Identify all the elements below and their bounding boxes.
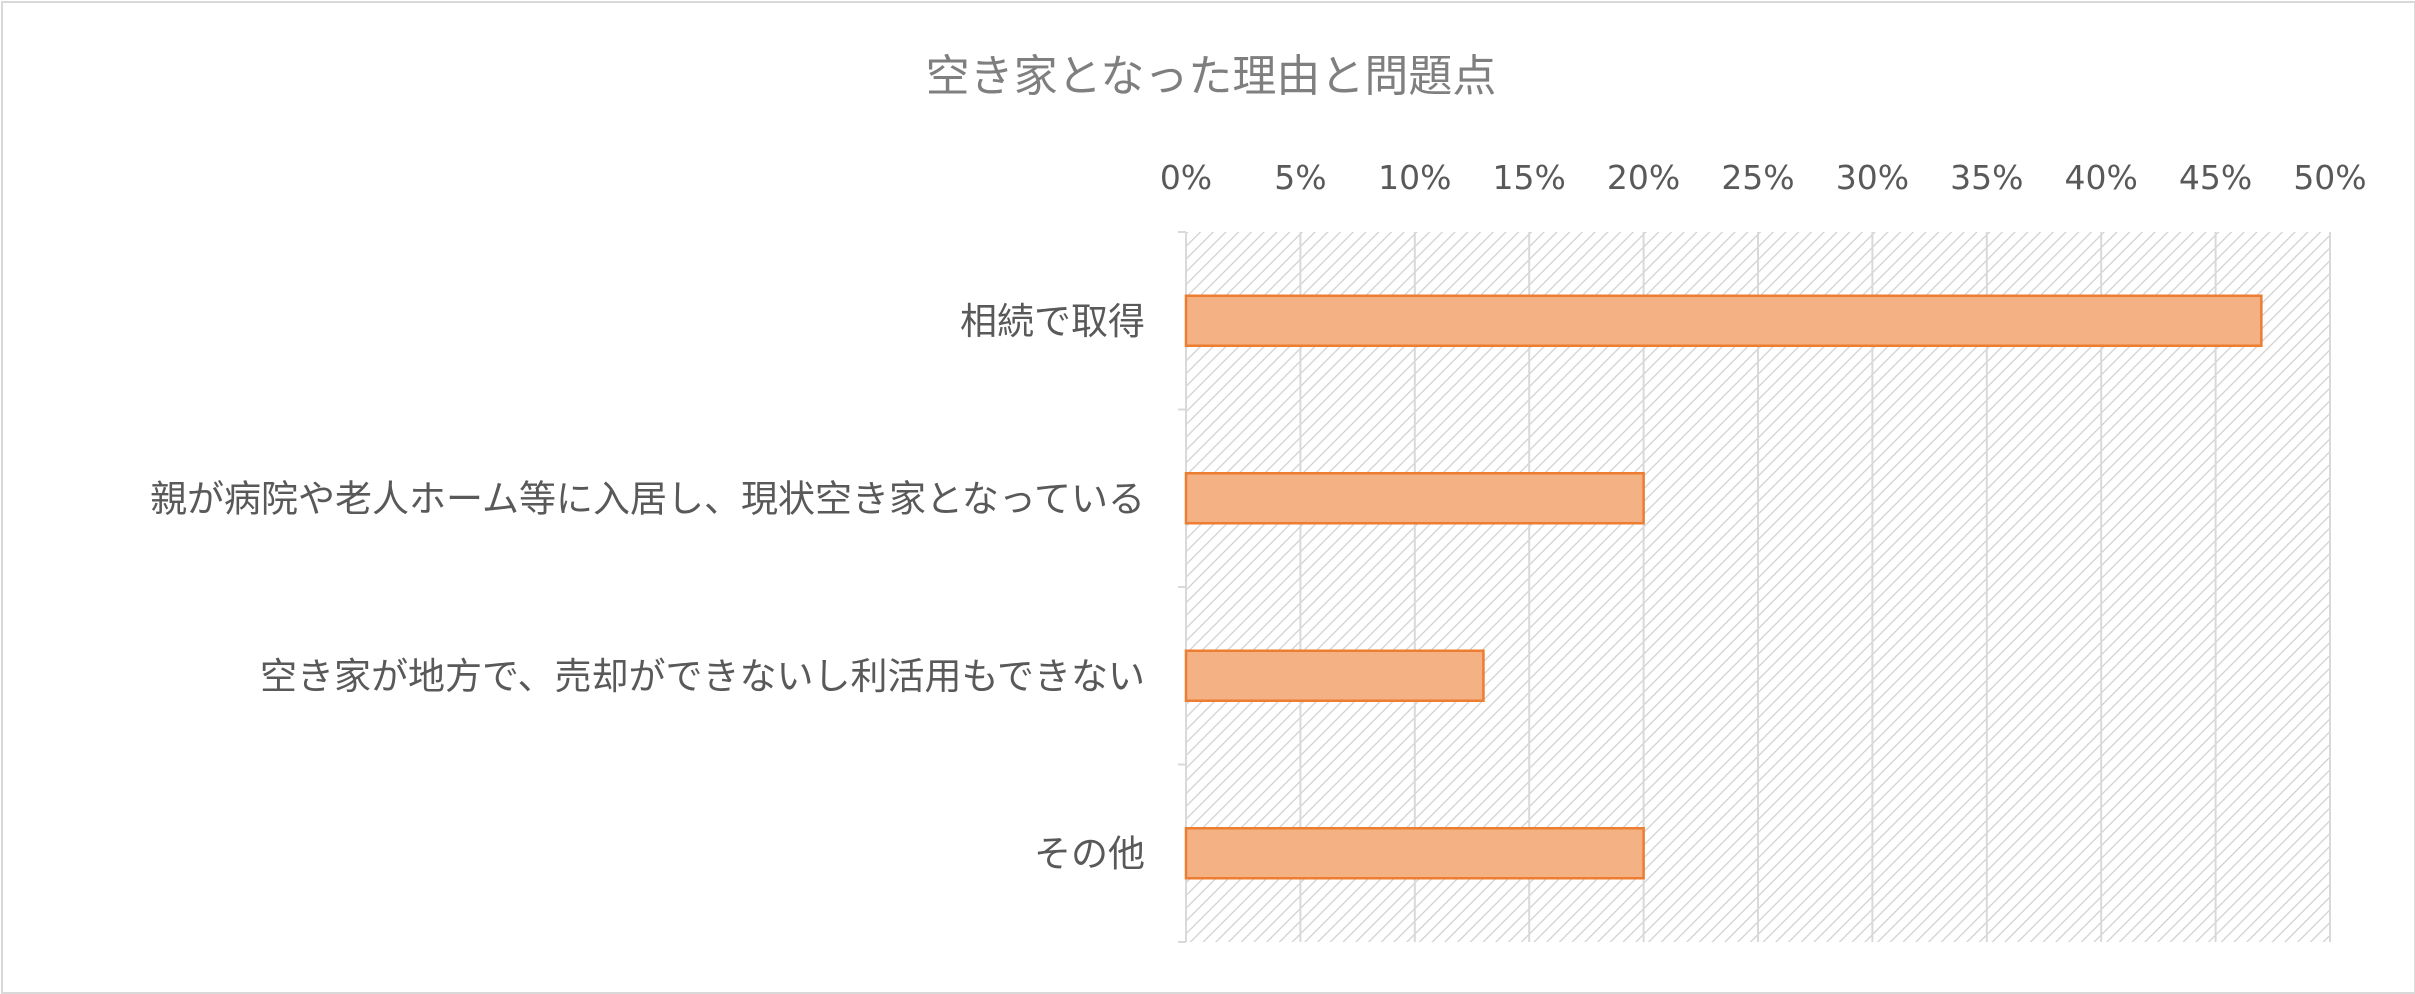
- bar-chart: 空き家となった理由と問題点 0% 5% 10% 15% 20% 25% 30% 35% 40% 4…: [150, 51, 2367, 943]
- bar: [1184, 649, 1485, 702]
- category-label: 相続で取得: [960, 300, 1145, 343]
- x-tick-label: 10%: [1378, 158, 1451, 197]
- x-tick-label: 20%: [1607, 158, 1680, 197]
- x-tick-label: 45%: [2179, 158, 2252, 197]
- y-axis: [1178, 231, 1187, 943]
- bar: [1184, 827, 1645, 880]
- chart-title: 空き家となった理由と問題点: [926, 51, 1497, 102]
- x-tick-label: 40%: [2065, 158, 2138, 197]
- x-tick-label: 30%: [1836, 158, 1909, 197]
- category-label: 親が病院や老人ホーム等に入居し、現状空き家となっている: [150, 477, 1145, 520]
- bar: [1184, 472, 1645, 525]
- category-label: 空き家が地方で、売却ができないし利活用もできない: [260, 655, 1145, 698]
- bar: [1184, 294, 2263, 347]
- x-tick-label: 0%: [1160, 158, 1212, 197]
- x-tick-label: 15%: [1493, 158, 1566, 197]
- x-tick-label: 25%: [1721, 158, 1794, 197]
- x-tick-label: 5%: [1274, 158, 1326, 197]
- x-tick-label: 50%: [2293, 158, 2366, 197]
- category-labels: 相続で取得親が病院や老人ホーム等に入居し、現状空き家となっている空き家が地方で、…: [150, 300, 1145, 876]
- x-tick-label: 35%: [1950, 158, 2023, 197]
- gridlines: [1299, 232, 2331, 942]
- x-axis: 0% 5% 10% 15% 20% 25% 30% 35% 40% 45% 50%: [1160, 158, 2367, 197]
- bars: [1184, 294, 2263, 880]
- category-label: その他: [1034, 832, 1145, 875]
